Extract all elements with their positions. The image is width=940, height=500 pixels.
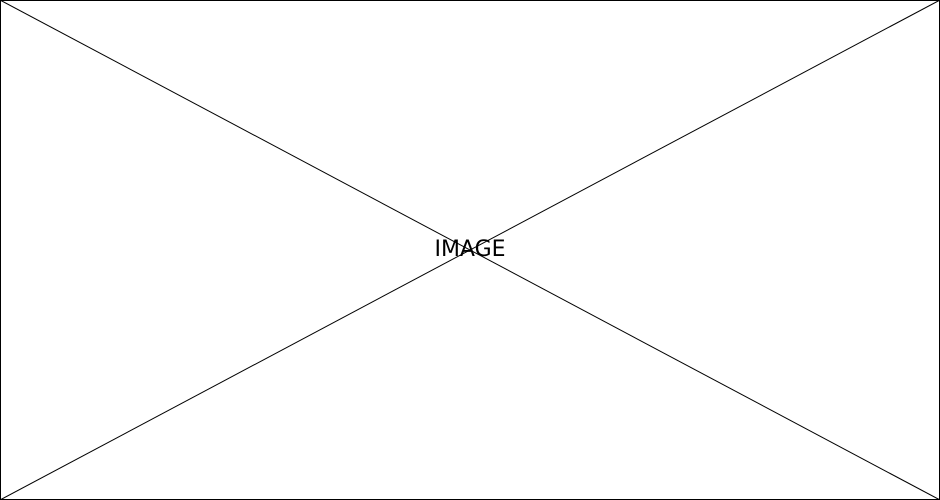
placeholder-label: IMAGE	[434, 237, 506, 262]
